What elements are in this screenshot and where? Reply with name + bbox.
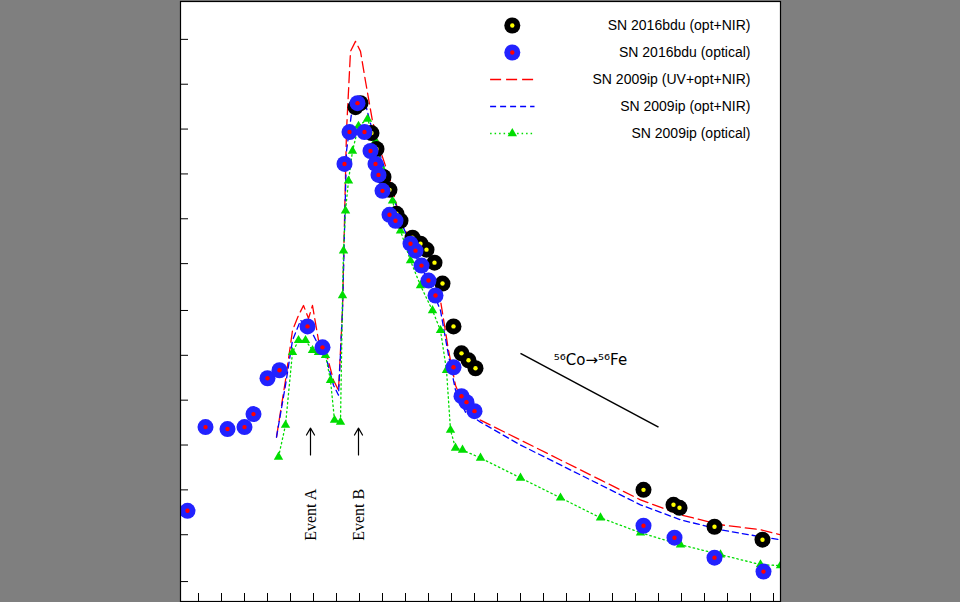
- svg-text:Event B: Event B: [350, 489, 367, 541]
- svg-text:SN 2009ip (optical): SN 2009ip (optical): [631, 125, 750, 141]
- svg-text:SN 2009ip (UV+opt+NIR): SN 2009ip (UV+opt+NIR): [593, 71, 751, 87]
- svg-text:SN 2009ip (opt+NIR): SN 2009ip (opt+NIR): [620, 98, 750, 114]
- svg-text:⁵⁶Co→⁵⁶Fe: ⁵⁶Co→⁵⁶Fe: [554, 351, 627, 369]
- svg-text:SN 2016bdu (opt+NIR): SN 2016bdu (opt+NIR): [608, 17, 751, 33]
- svg-text:Event A: Event A: [302, 488, 319, 540]
- svg-text:SN 2016bdu (optical): SN 2016bdu (optical): [619, 44, 751, 60]
